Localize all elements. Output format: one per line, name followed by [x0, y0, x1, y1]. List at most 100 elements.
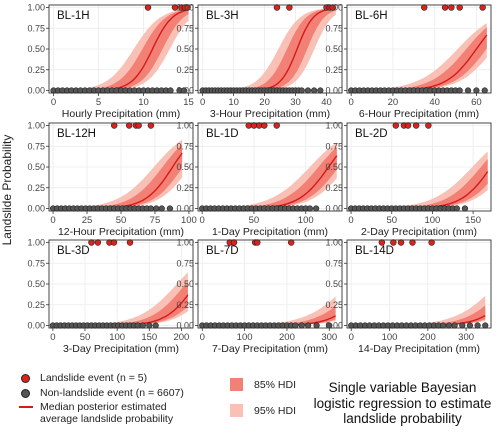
panel-bl-14d: BL-14D 0 100 200 300 0.00 0.25 0.50 0.75 1.00 14-D… — [325, 238, 492, 355]
panel-title: BL-14D — [355, 245, 394, 257]
x-tick-label: 0 — [349, 97, 354, 108]
nonlandslide-point — [311, 87, 318, 94]
landslide-point — [448, 4, 455, 11]
y-tick-label: 0.00 — [176, 86, 194, 96]
legend-median-line — [19, 406, 33, 408]
y-tick-label: 0.50 — [27, 162, 45, 172]
landslide-point — [404, 122, 412, 129]
y-tick-label: 0.25 — [176, 300, 194, 310]
landslide-point — [479, 4, 486, 11]
legend-median-label-2: average landslide probability — [40, 413, 174, 425]
x-tick-label: 15 — [183, 97, 194, 108]
legend-nonlandslide-label: Non-landslide event (n = 6607) — [40, 387, 184, 399]
landslide-point — [111, 122, 118, 129]
y-tick-label: 0.50 — [325, 279, 343, 289]
y-tick-label: 0.50 — [27, 44, 45, 54]
x-tick-label: 10 — [228, 97, 239, 108]
y-tick-label: 0.75 — [27, 258, 45, 268]
y-tick-label: 0.75 — [176, 23, 194, 33]
landslide-point — [286, 4, 293, 11]
nonlandslide-point — [445, 322, 452, 329]
nonlandslide-point — [453, 205, 460, 212]
nonlandslide-point — [166, 205, 174, 212]
x-tick-label: 60 — [471, 97, 482, 108]
landslide-point — [421, 4, 428, 11]
x-axis-title: 6-Hour Precipitation (mm) — [359, 108, 479, 120]
x-axis-title: 14-Day Precipitation (mm) — [358, 343, 480, 355]
nonlandslide-point — [313, 322, 320, 329]
nonlandslide-point — [482, 322, 489, 329]
x-tick-label: 0 — [200, 332, 205, 343]
x-tick-label: 50 — [116, 215, 127, 226]
y-tick-label: 0.50 — [325, 44, 343, 54]
nonlandslide-point — [146, 322, 153, 329]
landslide-point — [254, 239, 261, 246]
panel-title: BL-3H — [206, 10, 239, 22]
x-axis-title: 12-Hour Precipitation (mm) — [58, 226, 184, 238]
y-tick-label: 0.25 — [176, 183, 194, 193]
x-tick-label: 20 — [388, 97, 399, 108]
nonlandslide-point — [451, 322, 458, 329]
landslide-point — [94, 239, 102, 246]
x-tick-label: 0 — [199, 215, 204, 226]
x-tick-label: 75 — [150, 215, 161, 226]
panel-title: BL-7D — [206, 245, 239, 257]
y-tick-label: 1.00 — [176, 3, 194, 13]
nonlandslide-point — [304, 87, 312, 94]
x-tick-label: 150 — [465, 215, 481, 226]
nonlandslide-point — [306, 205, 313, 212]
y-tick-label: 1.00 — [176, 238, 194, 248]
y-tick-label: 1.00 — [325, 3, 343, 13]
legend-hdi95-swatch — [230, 404, 243, 417]
nonlandslide-point — [474, 322, 481, 329]
x-axis-title: 2-Day Precipitation (mm) — [361, 226, 477, 238]
x-tick-label: 25 — [82, 215, 93, 226]
y-tick-label: 0.00 — [27, 86, 45, 96]
panel-title: BL-3D — [57, 245, 90, 257]
y-tick-label: 0.00 — [176, 204, 194, 214]
y-tick-label: 0.50 — [176, 279, 194, 289]
x-tick-label: 100 — [181, 215, 197, 226]
nonlandslide-point — [292, 322, 299, 329]
nonlandslide-point — [459, 322, 466, 329]
y-tick-label: 0.75 — [325, 141, 343, 151]
y-tick-label: 0.00 — [325, 86, 343, 96]
nonlandslide-point — [481, 87, 488, 94]
y-tick-label: 0.75 — [325, 23, 343, 33]
hdi85-band — [349, 27, 487, 91]
x-tick-label: 10 — [138, 97, 149, 108]
x-tick-label: 0 — [349, 332, 354, 343]
legend: Landslide event (n = 5) Non-landslide ev… — [12, 364, 492, 430]
y-tick-label: 0.25 — [325, 183, 343, 193]
panel-bl-3h: BL-3H0 10 20 30 400.000.250.500.751.003-Hour… — [176, 3, 343, 120]
x-tick-label: 0 — [51, 97, 56, 108]
x-tick-label: 200 — [173, 332, 189, 343]
x-tick-label: 20 — [259, 97, 270, 108]
landslide-point — [261, 122, 268, 129]
nonlandslide-point — [317, 87, 324, 94]
x-tick-label: 40 — [429, 97, 440, 108]
y-tick-label: 0.75 — [325, 258, 343, 268]
nonlandslide-point — [134, 322, 141, 329]
nonlandslide-point — [298, 87, 305, 94]
nonlandslide-point — [158, 205, 165, 212]
landslide-point — [273, 122, 280, 129]
legend-hdi85-label: 85% HDI — [254, 379, 297, 391]
x-tick-label: 300 — [458, 332, 474, 343]
x-tick-label: 100 — [298, 215, 314, 226]
landslide-point — [441, 4, 449, 11]
x-tick-label: 100 — [109, 332, 125, 343]
nonlandslide-point — [466, 322, 474, 329]
x-tick-label: 200 — [420, 332, 436, 343]
y-tick-label: 0.00 — [325, 204, 343, 214]
y-tick-label: 0.50 — [325, 162, 343, 172]
nonlandslide-point — [139, 322, 146, 329]
nonlandslide-point — [147, 205, 154, 212]
x-tick-label: 0 — [200, 97, 205, 108]
nonlandslide-point — [456, 87, 463, 94]
panel-bl-7d: BL-7D0 100 200 3000.000.250.500.751.007-Day… — [176, 238, 343, 355]
y-tick-label: 0.50 — [176, 162, 194, 172]
